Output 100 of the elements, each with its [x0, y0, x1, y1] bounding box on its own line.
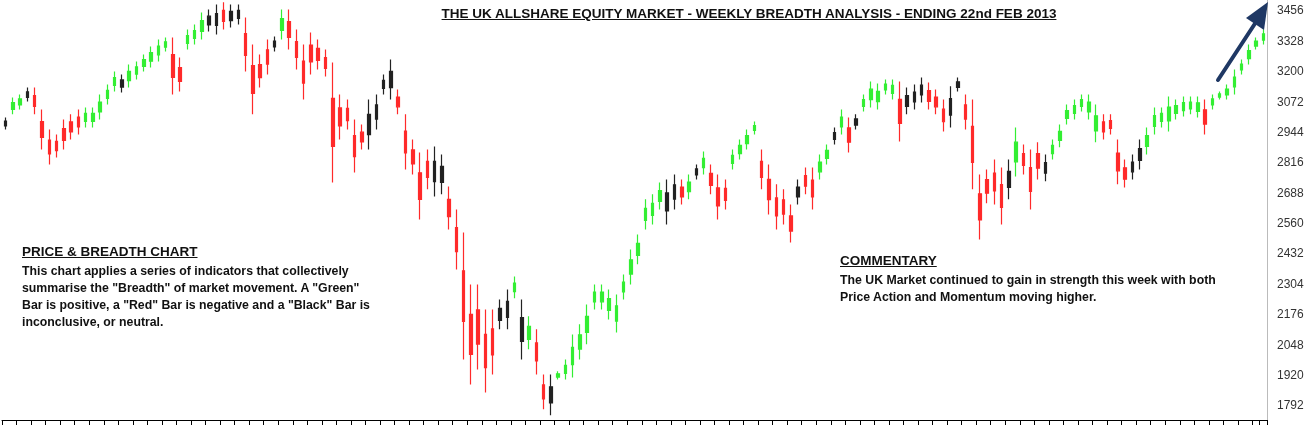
- candlestick: [425, 148, 430, 190]
- candlestick: [286, 8, 292, 51]
- y-tick-label: 2176: [1277, 307, 1305, 322]
- candlestick: [221, 1, 226, 31]
- candlestick: [570, 333, 575, 379]
- annotation: This chart applies a series of indicators that collectively summarise the "Breadth" of market movement. A "Green" Bar is positive, a "Red" Bar is negative and a "Black" Bar is inconclusive, or neutral.: [22, 263, 370, 331]
- candlestick: [206, 8, 212, 33]
- y-tick-label: 1920: [1277, 367, 1305, 382]
- candlestick: [475, 283, 481, 371]
- annotation: The UK Market continued to gain in strength this week with both Price Action and Momentum moving higher.: [840, 272, 1217, 306]
- y-tick-label: 3328: [1277, 33, 1305, 48]
- candlestick: [1108, 113, 1113, 136]
- candlestick: [1093, 103, 1099, 143]
- candlestick: [984, 168, 990, 204]
- chart-title: THE UK ALLSHARE EQUITY MARKET - WEEKLY BREADTH ANALYSIS - ENDING 22nd FEB 2013: [440, 6, 1058, 21]
- candlestick: [1181, 95, 1186, 118]
- candlestick: [1144, 126, 1150, 156]
- candlestick: [730, 148, 735, 171]
- candlestick: [1159, 106, 1164, 129]
- candlestick: [25, 86, 30, 103]
- candlestick: [68, 113, 74, 141]
- y-tick-label: 2816: [1277, 155, 1305, 170]
- candlestick: [97, 93, 103, 121]
- candlestick: [163, 36, 168, 53]
- candlestick: [10, 96, 16, 115]
- candlestick: [323, 48, 328, 78]
- candlestick: [156, 38, 161, 63]
- candlestick: [148, 45, 154, 68]
- candlestick: [1057, 123, 1063, 148]
- candlestick: [468, 283, 474, 386]
- candlestick: [541, 373, 546, 410]
- candlestick: [1173, 98, 1179, 121]
- candlestick: [315, 38, 321, 71]
- candlestick: [1224, 83, 1230, 101]
- candlestick: [177, 56, 183, 93]
- candlestick: [708, 163, 714, 195]
- candlestick: [853, 113, 859, 131]
- y-tick-label: 2304: [1277, 276, 1305, 291]
- candlestick: [897, 80, 903, 143]
- candlestick: [926, 81, 932, 110]
- candlestick: [846, 116, 852, 154]
- candlestick: [119, 73, 125, 94]
- candlestick: [3, 116, 8, 131]
- candlestick: [395, 88, 401, 115]
- candlestick: [752, 120, 757, 136]
- candlestick: [992, 158, 997, 206]
- candlestick: [374, 93, 379, 131]
- candlestick: [76, 108, 81, 136]
- candlestick: [664, 178, 670, 226]
- candlestick: [832, 126, 837, 146]
- candlestick: [955, 76, 961, 93]
- candlestick: [308, 31, 314, 76]
- candlestick: [694, 163, 699, 180]
- candlestick: [890, 78, 895, 101]
- candlestick: [933, 88, 939, 115]
- candlestick: [483, 308, 488, 394]
- candlestick: [381, 73, 386, 96]
- candlestick: [243, 16, 248, 73]
- candlestick: [497, 298, 503, 330]
- candlestick: [592, 283, 597, 311]
- candlestick: [1043, 153, 1048, 182]
- candlestick: [795, 178, 801, 206]
- candlestick: [810, 166, 815, 211]
- candlestick: [977, 173, 983, 241]
- candlestick: [1261, 28, 1266, 46]
- candlestick: [883, 78, 888, 96]
- candlestick: [737, 138, 743, 161]
- candlestick: [686, 173, 692, 200]
- candlestick: [352, 118, 357, 174]
- candlestick: [1253, 36, 1259, 51]
- candlestick: [388, 58, 394, 101]
- candlestick: [257, 53, 263, 89]
- candlestick: [105, 83, 110, 106]
- candlestick: [236, 3, 241, 26]
- candlestick: [1232, 68, 1237, 96]
- candlestick: [861, 93, 866, 113]
- candlestick: [403, 113, 408, 171]
- candlestick: [1115, 138, 1121, 185]
- candlestick: [47, 128, 52, 166]
- y-tick-label: 2048: [1277, 337, 1305, 352]
- candlestick: [548, 373, 554, 416]
- candlestick: [505, 288, 510, 330]
- candlestick: [788, 203, 794, 244]
- candlestick: [715, 173, 721, 221]
- annotation: COMMENTARY: [840, 253, 937, 268]
- candlestick: [1137, 138, 1143, 171]
- candlestick: [1101, 113, 1106, 141]
- candlestick: [1195, 95, 1201, 119]
- candlestick: [1006, 158, 1012, 200]
- candlestick: [817, 153, 823, 180]
- y-tick-label: 2688: [1277, 185, 1305, 200]
- candlestick: [643, 198, 648, 231]
- candlestick: [265, 38, 270, 76]
- candlestick: [621, 273, 626, 301]
- candlestick: [904, 86, 910, 115]
- candlestick: [679, 178, 685, 206]
- candlestick: [439, 153, 445, 195]
- candlestick: [512, 275, 517, 299]
- candlestick: [141, 53, 147, 73]
- candlestick: [1188, 95, 1193, 115]
